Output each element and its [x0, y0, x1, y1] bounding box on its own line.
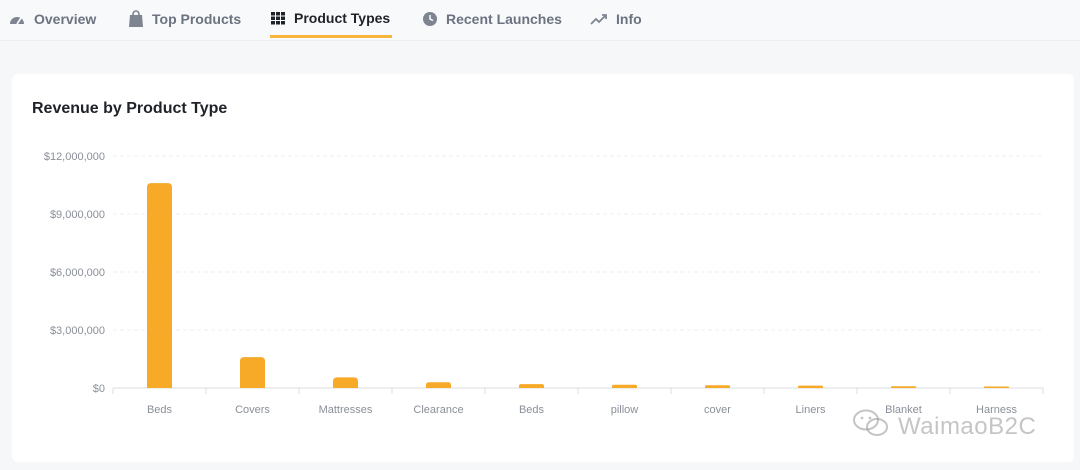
y-tick-label: $12,000,000: [44, 151, 105, 163]
tab-bar: Overview Top Products Product T: [0, 0, 1080, 41]
y-tick-label: $3,000,000: [50, 325, 105, 337]
bar[interactable]: [705, 385, 730, 388]
bar[interactable]: [984, 386, 1009, 388]
grid-icon: [270, 11, 286, 25]
bar[interactable]: [798, 385, 823, 388]
chart-card: Revenue by Product Type $0 $3,000,000 $6,0…: [12, 74, 1074, 462]
card-title: Revenue by Product Type: [32, 100, 228, 117]
tab-overview[interactable]: Overview: [8, 0, 96, 38]
x-tick-label: Covers: [235, 404, 270, 416]
x-tick-label: Beds: [147, 404, 173, 416]
clock-icon: [422, 11, 438, 27]
x-tick-label: Blanket: [885, 404, 922, 416]
trending-up-icon: [590, 13, 608, 25]
y-tick-label: $9,000,000: [50, 209, 105, 221]
x-tick-label: cover: [704, 404, 731, 416]
tab-label: Top Products: [152, 11, 242, 27]
y-tick-label: $0: [93, 383, 105, 395]
bar[interactable]: [426, 382, 451, 388]
bar[interactable]: [147, 183, 172, 388]
x-tick-label: Liners: [796, 404, 826, 416]
tab-product-types[interactable]: Product Types: [270, 0, 393, 38]
tab-label: Product Types: [294, 9, 391, 26]
tab-label: Recent Launches: [446, 11, 562, 27]
gauge-icon: [8, 11, 26, 27]
watermark-text: WaimaoB2C: [898, 412, 1037, 440]
watermark: WaimaoB2C: [852, 408, 1036, 445]
tab-label: Overview: [34, 11, 97, 27]
revenue-bar-chart: $0 $3,000,000 $6,000,000 $9,000,000 $12,000,…: [44, 151, 1044, 416]
bar[interactable]: [519, 384, 544, 388]
bar[interactable]: [240, 357, 265, 388]
x-tick-label: pillow: [611, 404, 639, 416]
tab-label: Info: [616, 11, 642, 27]
x-tick-label: Mattresses: [319, 404, 373, 416]
bar[interactable]: [612, 384, 637, 388]
x-tick-label: Beds: [519, 404, 545, 416]
bar[interactable]: [333, 377, 358, 388]
tab-info[interactable]: Info: [590, 0, 642, 38]
y-tick-label: $6,000,000: [50, 267, 105, 279]
shopping-bag-icon: [128, 10, 144, 28]
tab-top-products[interactable]: Top Products: [128, 0, 241, 38]
x-tick-label: Harness: [976, 404, 1017, 416]
bar[interactable]: [891, 386, 916, 388]
x-tick-label: Clearance: [413, 404, 463, 416]
tab-recent-launches[interactable]: Recent Launches: [422, 0, 562, 38]
wechat-icon: [852, 408, 890, 445]
